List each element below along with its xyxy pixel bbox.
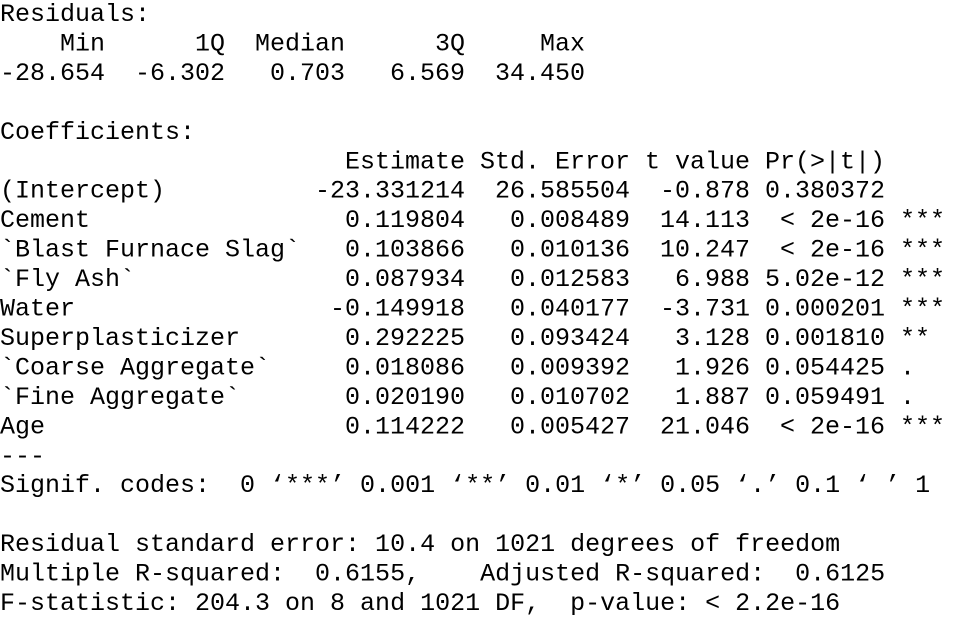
coef-cell: 1.887 — [675, 383, 750, 412]
section-title: Coefficients: — [0, 118, 195, 147]
coef-cell: 14.113 — [660, 206, 750, 235]
residual-header: 1Q — [195, 29, 225, 58]
coef-name: Cement — [0, 206, 90, 235]
coef-cell: < 2e-16 — [780, 206, 885, 235]
signif-stars: *** — [900, 236, 945, 265]
coef-cell: 0.103866 — [345, 236, 465, 265]
coef-cell: -3.731 — [660, 295, 750, 324]
residual-header: Max — [540, 29, 585, 58]
residual-value: -28.654 — [0, 59, 105, 88]
coef-header: Std. Error — [480, 147, 630, 176]
coef-header: t value — [645, 147, 750, 176]
signif-stars: . — [900, 383, 915, 412]
residual-header: Min — [60, 29, 105, 58]
coef-cell: 6.988 — [675, 265, 750, 294]
coef-cell: 0.000201 — [765, 295, 885, 324]
residual-value: 34.450 — [495, 59, 585, 88]
residual-header: 3Q — [435, 29, 465, 58]
coef-name: Superplasticizer — [0, 324, 240, 353]
coef-cell: -0.149918 — [330, 295, 465, 324]
coef-name: `Fine Aggregate` — [0, 383, 240, 412]
coef-cell: 0.292225 — [345, 324, 465, 353]
separator: --- — [0, 442, 45, 471]
coef-cell: 0.020190 — [345, 383, 465, 412]
coef-cell: 0.018086 — [345, 353, 465, 382]
coef-cell: 0.054425 — [765, 353, 885, 382]
coef-cell: 21.046 — [660, 412, 750, 441]
signif-stars: ** — [900, 324, 930, 353]
coef-header: Pr(>|t|) — [765, 147, 885, 176]
coef-cell: 3.128 — [675, 324, 750, 353]
footer-line: Multiple R-squared: 0.6155, Adjusted R-s… — [0, 560, 900, 589]
coef-cell: 1.926 — [675, 353, 750, 382]
coef-cell: < 2e-16 — [780, 412, 885, 441]
residual-value: -6.302 — [135, 59, 225, 88]
coef-cell: 0.040177 — [510, 295, 630, 324]
coef-cell: 0.009392 — [510, 353, 630, 382]
section-title: Residuals: — [0, 0, 150, 29]
signif-stars: *** — [900, 265, 945, 294]
residual-value: 0.703 — [270, 59, 345, 88]
coef-cell: 0.008489 — [510, 206, 630, 235]
coef-cell: 0.005427 — [510, 412, 630, 441]
residual-value: 6.569 — [390, 59, 465, 88]
coef-cell: 0.010136 — [510, 236, 630, 265]
coef-cell: 26.585504 — [495, 177, 630, 206]
coef-name: Water — [0, 295, 75, 324]
coef-cell: 0.010702 — [510, 383, 630, 412]
residual-header: Median — [255, 29, 345, 58]
coef-cell: 0.001810 — [765, 324, 885, 353]
coef-cell: 0.087934 — [345, 265, 465, 294]
coef-cell: -0.878 — [660, 177, 750, 206]
coef-header: Estimate — [345, 147, 465, 176]
coef-cell: 0.380372 — [765, 177, 885, 206]
signif-stars: *** — [900, 412, 945, 441]
signif-stars: *** — [900, 206, 945, 235]
footer-line: Residual standard error: 10.4 on 1021 de… — [0, 530, 840, 559]
coef-cell: -23.331214 — [315, 177, 465, 206]
coef-cell: 0.093424 — [510, 324, 630, 353]
coef-cell: 0.119804 — [345, 206, 465, 235]
coef-cell: 0.012583 — [510, 265, 630, 294]
coef-name: Age — [0, 412, 45, 441]
coef-cell: < 2e-16 — [780, 236, 885, 265]
coef-name: `Fly Ash` — [0, 265, 135, 294]
signif-codes: Signif. codes: 0 ‘***’ 0.001 ‘**’ 0.01 ‘… — [0, 471, 930, 500]
footer-line: F-statistic: 204.3 on 8 and 1021 DF, p-v… — [0, 589, 840, 618]
signif-stars: . — [900, 353, 915, 382]
coef-name: `Coarse Aggregate` — [0, 353, 270, 382]
coef-cell: 0.114222 — [345, 412, 465, 441]
coef-name: (Intercept) — [0, 177, 165, 206]
coef-name: `Blast Furnace Slag` — [0, 236, 300, 265]
coef-cell: 10.247 — [660, 236, 750, 265]
coef-cell: 5.02e-12 — [765, 265, 885, 294]
coef-cell: 0.059491 — [765, 383, 885, 412]
signif-stars: *** — [900, 295, 945, 324]
